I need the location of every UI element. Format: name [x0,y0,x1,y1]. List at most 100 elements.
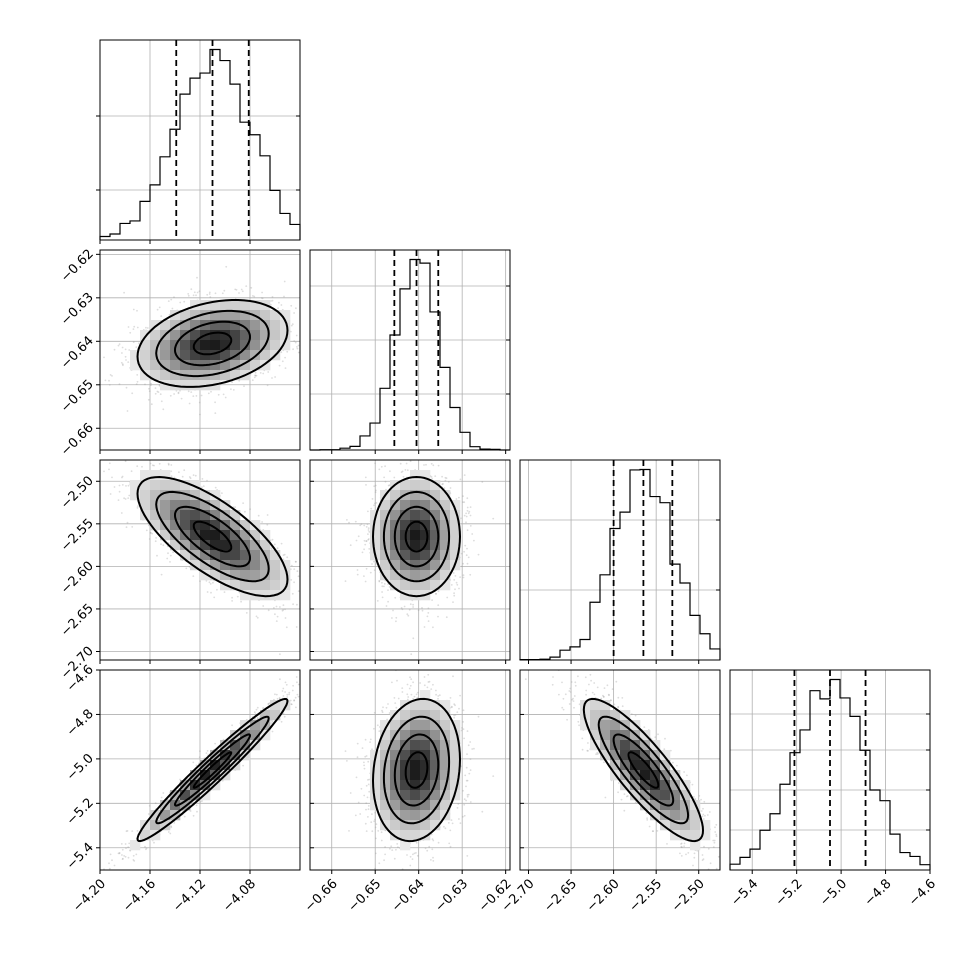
sample-point [276,547,279,550]
sample-point [156,390,159,393]
density-cell [180,510,191,521]
sample-point [231,596,234,599]
sample-point [314,593,316,595]
sample-point [209,296,212,298]
sample-point [158,384,161,387]
sample-point [453,594,456,597]
sample-point [437,590,440,593]
sample-point [231,600,234,602]
sample-point [295,560,297,563]
sample-point [196,276,198,279]
sample-point [290,324,293,327]
sample-point [208,293,211,295]
density-cell [200,340,211,351]
density-cell [200,570,211,581]
sample-point [461,565,463,568]
sample-point [113,486,116,488]
sample-point [344,580,347,582]
density-cell [190,520,201,531]
sample-point [284,608,286,611]
sample-point [367,538,370,541]
density-cell [170,520,181,531]
density-cell [180,500,191,511]
sample-point [302,607,304,609]
sample-point [379,454,381,456]
sample-point [469,525,472,527]
density-cell [160,490,171,501]
density-cell [230,580,241,591]
sample-point [145,326,147,329]
sample-point [417,609,420,612]
sample-point [431,478,434,480]
sample-point [259,372,262,374]
sample-point [121,346,124,349]
sample-point [145,453,147,455]
density-cell [270,550,281,561]
sample-point [210,591,212,594]
density-cell [220,320,231,331]
sample-point [170,464,173,466]
sample-point [293,312,295,314]
sample-point [222,393,225,396]
sample-point [274,376,276,378]
sample-point [271,377,273,379]
sample-point [384,480,387,483]
sample-point [305,339,307,341]
panel-content [310,454,510,660]
density-cell [190,510,201,521]
density-cell [220,570,231,581]
sample-point [136,507,139,509]
sample-point [249,508,252,511]
sample-point [253,295,256,298]
density-cell [130,350,141,361]
sample-point [146,327,149,329]
contour-line [155,490,270,583]
sample-point [122,364,124,367]
sample-point [453,592,455,595]
axes-frame [519,459,721,661]
density-cell [220,540,231,551]
sample-point [245,612,248,614]
sample-point [103,470,105,473]
sample-point [236,595,239,598]
sample-point [408,608,411,611]
density-cell [270,320,281,331]
density-cell [260,360,271,371]
density-cell [150,480,161,491]
sample-point [132,308,135,311]
density-cell [220,330,231,341]
sample-point [283,295,285,298]
density-cell [270,310,281,321]
sample-point [273,543,276,546]
density-cell [240,350,251,361]
density-cell [190,500,201,511]
sample-point [266,514,269,516]
sample-point [125,386,128,389]
density-cell [250,530,261,541]
sample-point [301,570,303,572]
density-cell [260,540,271,551]
sample-point [270,548,273,551]
sample-point [158,306,161,309]
sample-point [149,462,152,465]
density-cell [240,520,251,531]
sample-point [214,486,217,489]
sample-point [458,587,460,590]
sample-point [118,343,121,345]
sample-point [314,366,316,368]
density-cell [230,520,241,531]
sample-point [463,474,466,476]
sample-point [194,474,197,477]
sample-point [177,392,180,395]
sample-point [173,452,175,454]
sample-point [135,383,138,385]
density-cell [250,330,261,341]
sample-point [374,462,376,465]
density-cell [210,370,221,381]
sample-point [467,512,470,515]
sample-point [269,303,272,306]
sample-point [125,359,127,361]
sample-point [284,356,286,359]
sample-point [412,637,415,640]
sample-point [160,315,163,317]
